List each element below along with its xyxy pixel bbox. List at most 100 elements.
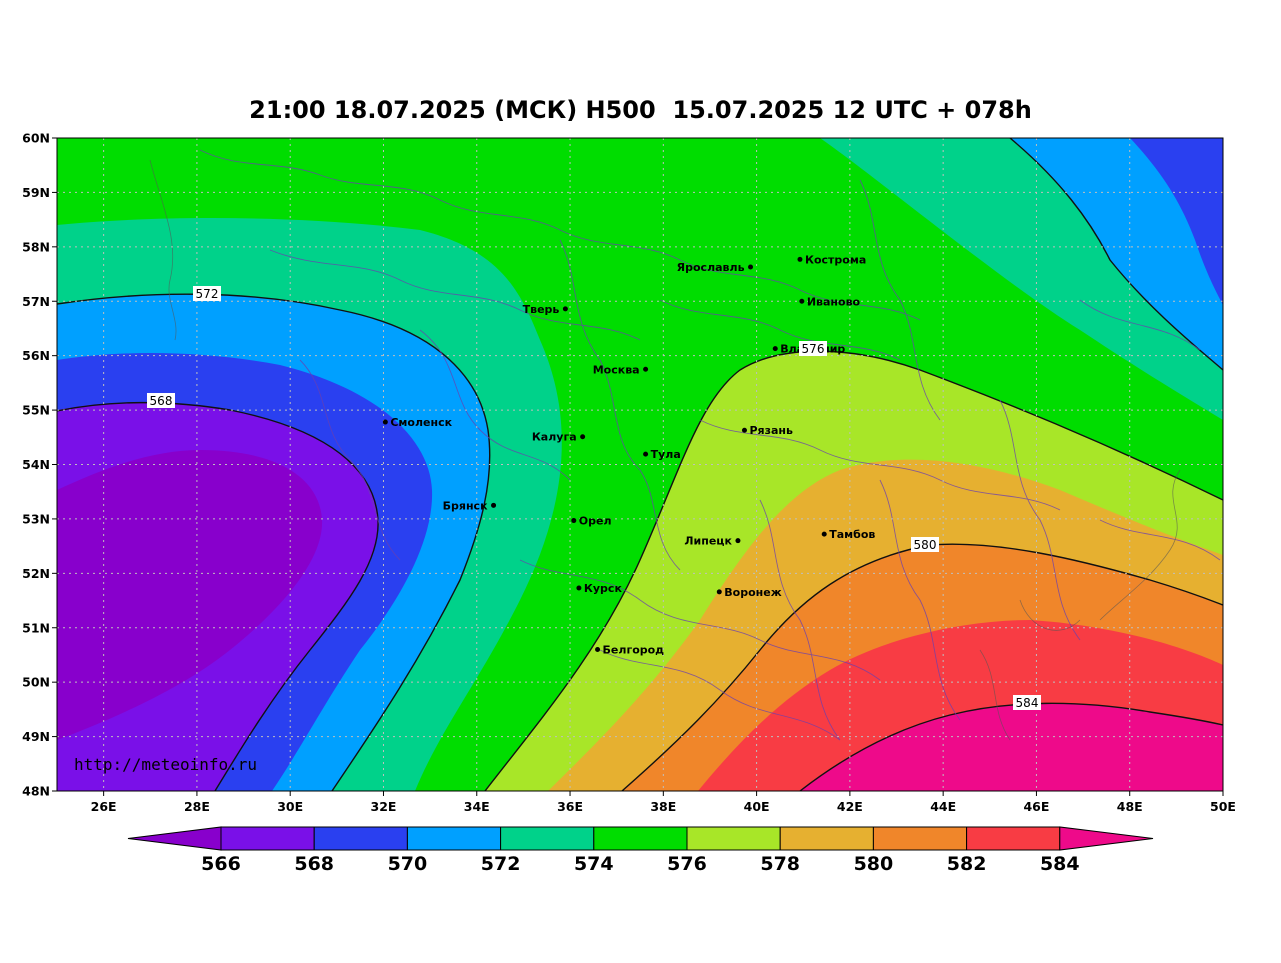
city-marker: Орел [571, 515, 612, 528]
colorbar-segment [872, 826, 968, 851]
contour-label-576: 576 [802, 342, 825, 356]
lat-tick-label: 51N [22, 620, 50, 635]
city-label: Ярославль [677, 261, 745, 274]
city-marker: Кострома [797, 253, 866, 266]
city-label: Воронеж [724, 586, 781, 599]
city-label: Рязань [749, 424, 793, 437]
lat-tick-label: 55N [22, 403, 50, 418]
city-dot [576, 585, 582, 591]
colorbar-segment [220, 826, 315, 851]
colorbar-tick-label: 572 [481, 853, 521, 875]
colorbar-tick-label: 570 [388, 853, 428, 875]
lon-tick-label: 38E [650, 799, 676, 814]
lat-tick-label: 56N [22, 348, 50, 363]
contour-labels: 572 568 576 580 584 [147, 286, 1041, 710]
city-marker: Белгород [595, 644, 664, 657]
colorbar-segment [593, 826, 688, 851]
colorbar-tick-label: 566 [201, 853, 241, 875]
city-dot [716, 589, 722, 595]
city-dot [571, 518, 577, 524]
longitude-ticks: 26E 28E 30E 32E 34E 36E 38E 40E 42E 44E 46E 48E 50E [91, 791, 1236, 814]
city-markers: КостромаЯрославльИвановоТверьВладимирМос… [382, 253, 875, 657]
city-marker: Тула [643, 448, 681, 461]
field-fill [57, 138, 1223, 791]
colorbar-segment [966, 826, 1061, 851]
city-dot [595, 647, 601, 653]
colorbar-segment [500, 826, 595, 851]
city-marker: Калуга [532, 431, 586, 444]
city-marker: Иваново [799, 295, 861, 308]
city-label: Тверь [523, 303, 560, 316]
lat-tick-label: 60N [22, 131, 50, 146]
city-dot [735, 538, 741, 544]
city-marker: Тверь [523, 303, 568, 316]
lat-tick-label: 49N [22, 729, 50, 744]
lon-tick-label: 30E [277, 799, 303, 814]
city-dot [797, 256, 803, 262]
colorbar-tick-label: 576 [667, 853, 707, 875]
city-dot [382, 419, 388, 425]
lon-tick-label: 50E [1210, 799, 1236, 814]
city-dot [821, 531, 827, 537]
coast-rivers [149, 159, 1181, 741]
lat-tick-label: 48N [22, 784, 50, 799]
city-label: Орел [579, 515, 612, 528]
city-label: Кострома [805, 253, 866, 266]
contour-label-572: 572 [196, 287, 219, 301]
lat-tick-label: 57N [22, 294, 50, 309]
city-label: Липецк [684, 535, 732, 548]
city-dot [562, 306, 568, 312]
colorbar-segment [313, 826, 408, 851]
city-dot [643, 451, 649, 457]
city-dot [580, 434, 586, 440]
colorbar-tick-label: 584 [1040, 853, 1080, 875]
city-label: Брянск [443, 499, 488, 512]
city-marker: Смоленск [382, 416, 453, 429]
lat-tick-label: 52N [22, 566, 50, 581]
city-label: Тамбов [829, 528, 875, 541]
colorbar-tick-label: 568 [294, 853, 334, 875]
city-marker: Тамбов [821, 528, 875, 541]
latitude-ticks: 60N 59N 58N 57N 56N 55N 54N 53N 52N 51N 50N 49N 48N [22, 131, 57, 799]
colorbar-segment [686, 826, 781, 851]
city-label: Калуга [532, 431, 577, 444]
lon-tick-label: 42E [837, 799, 863, 814]
city-marker: Ярославль [677, 261, 754, 274]
contour-label-584: 584 [1016, 696, 1039, 710]
contour-label-580: 580 [914, 538, 937, 552]
lat-tick-label: 59N [22, 185, 50, 200]
band-568-ne [1130, 138, 1223, 305]
colorbar-left-arrow [127, 826, 222, 851]
band-564-w [57, 450, 323, 740]
city-dot [772, 346, 778, 352]
city-dot [491, 502, 497, 508]
city-marker: Москва [593, 363, 649, 376]
lat-tick-label: 58N [22, 239, 50, 254]
lon-tick-label: 32E [371, 799, 397, 814]
credit-text: http://meteoinfo.ru [74, 755, 257, 774]
colorbar-right-arrow [1059, 826, 1154, 851]
colorbar-tick-label: 580 [854, 853, 894, 875]
colorbar [127, 826, 1154, 851]
lat-tick-label: 53N [22, 511, 50, 526]
lon-tick-label: 28E [184, 799, 210, 814]
city-label: Курск [584, 582, 623, 595]
city-label: Смоленск [390, 416, 452, 429]
city-dot [799, 298, 805, 304]
city-label: Москва [593, 363, 640, 376]
lon-tick-label: 48E [1117, 799, 1143, 814]
lon-tick-label: 40E [744, 799, 770, 814]
lon-tick-label: 36E [557, 799, 583, 814]
city-marker: Курск [576, 582, 622, 595]
city-dot [643, 366, 649, 372]
lon-tick-label: 44E [930, 799, 956, 814]
city-marker: Рязань [741, 424, 793, 437]
lon-tick-label: 26E [91, 799, 117, 814]
lat-tick-label: 54N [22, 457, 50, 472]
colorbar-tick-label: 582 [947, 853, 987, 875]
city-dot [741, 427, 747, 433]
lon-tick-label: 34E [464, 799, 490, 814]
lon-tick-label: 46E [1023, 799, 1049, 814]
city-dot [748, 264, 754, 270]
